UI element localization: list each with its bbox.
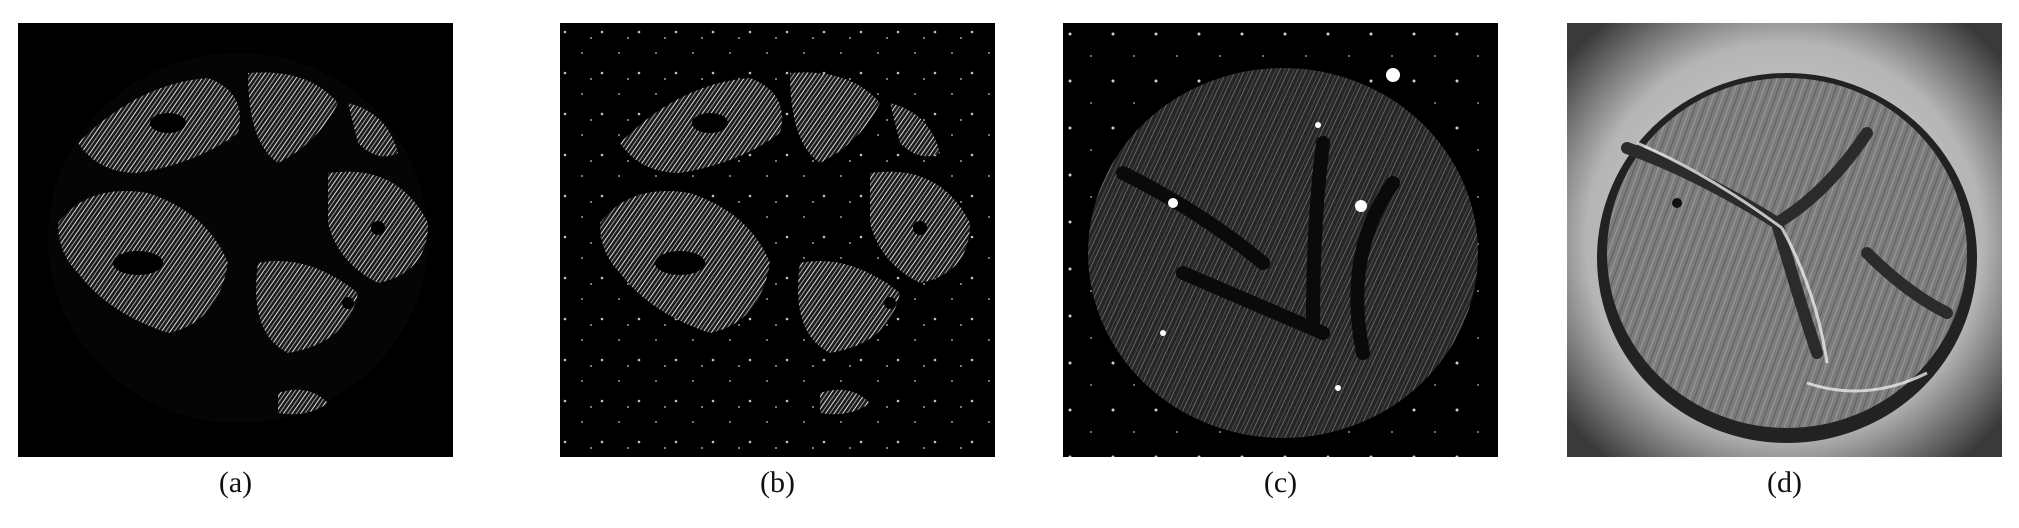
tissue-core-image-c: [1063, 23, 1498, 457]
microscopy-image-d: [1567, 23, 2002, 457]
caption-d: (d): [1767, 466, 1802, 499]
microscopy-image-b: [560, 23, 995, 457]
caption-a: (a): [218, 466, 253, 499]
tissue-core-image-a: [18, 23, 453, 457]
microscopy-image-c: [1063, 23, 1498, 457]
tissue-core-image-d: [1567, 23, 2002, 457]
caption-c: (c): [1263, 466, 1298, 499]
caption-b: (b): [760, 466, 795, 499]
tissue-core-image-b: [560, 23, 995, 457]
microscopy-image-a: [18, 23, 453, 457]
